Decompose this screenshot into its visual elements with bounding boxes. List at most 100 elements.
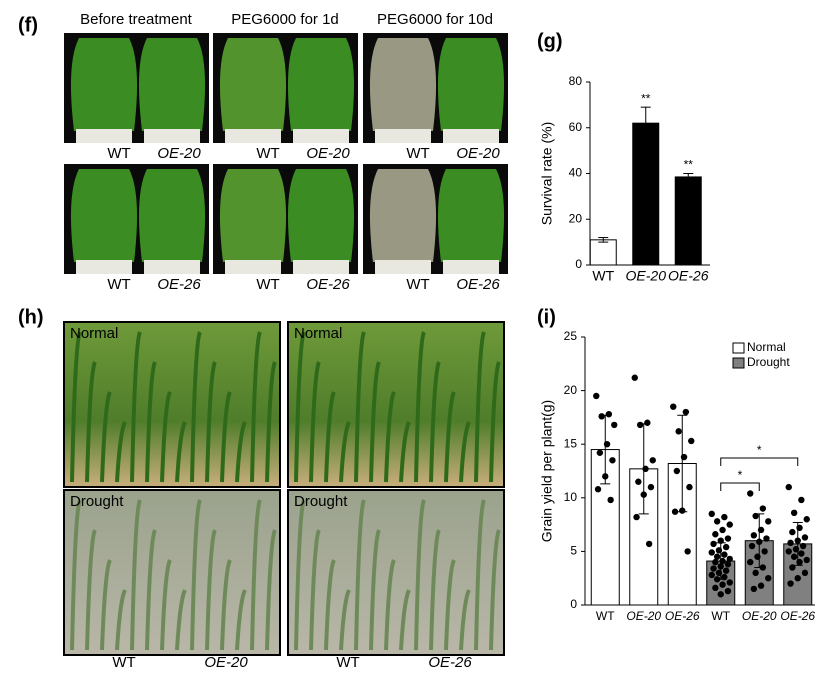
y-tick-label: 25 <box>564 329 578 343</box>
plant <box>294 499 306 651</box>
bar <box>674 176 702 266</box>
data-point <box>633 513 640 521</box>
legend-swatch <box>732 342 745 354</box>
plant <box>354 331 366 483</box>
data-point <box>759 564 767 571</box>
pot <box>144 129 200 143</box>
plant <box>429 361 441 483</box>
genotype-label: OE-20 <box>157 145 201 162</box>
plant <box>309 361 321 483</box>
plant <box>414 331 426 483</box>
genotype-label: OE-20 <box>204 654 248 671</box>
data-point <box>747 558 754 566</box>
genotype-label: OE-26 <box>428 654 472 671</box>
data-point <box>721 573 728 581</box>
data-point <box>785 483 792 491</box>
y-axis-label: Grain yield per plant(g) <box>539 400 555 542</box>
data-point <box>726 555 733 563</box>
genotype-label: WT <box>107 276 130 293</box>
plant <box>190 499 202 651</box>
data-point <box>721 551 728 558</box>
data-point <box>708 510 715 518</box>
data-point <box>794 537 801 544</box>
data-point <box>726 579 733 586</box>
data-point <box>719 526 726 534</box>
bar <box>632 122 660 266</box>
data-point <box>609 457 616 464</box>
data-point <box>644 419 651 426</box>
data-point <box>710 565 717 572</box>
x-tick-label: OE-26 <box>665 609 700 623</box>
seedlings <box>219 38 287 131</box>
seedlings <box>219 169 287 262</box>
data-point <box>642 465 649 473</box>
pot <box>443 260 499 274</box>
y-tick-label: 0 <box>570 597 577 611</box>
plant <box>474 499 486 651</box>
data-point <box>708 549 715 556</box>
plant <box>354 499 366 651</box>
data-point <box>754 553 761 560</box>
data-point <box>635 478 642 485</box>
data-point <box>717 563 724 570</box>
bar <box>589 239 617 266</box>
data-point <box>759 505 767 512</box>
data-point <box>715 547 723 554</box>
data-point <box>611 421 618 429</box>
data-point <box>684 548 691 555</box>
data-point <box>603 441 611 448</box>
seedlings <box>437 169 505 262</box>
condition-label: Drought <box>294 493 348 510</box>
panel-label: (f) <box>18 14 38 36</box>
plant <box>85 529 97 651</box>
column-header: Before treatment <box>80 11 193 28</box>
panel-label: (h) <box>18 306 44 328</box>
plant <box>369 529 381 651</box>
bracket <box>720 457 799 466</box>
y-axis-label: Survival rate (%) <box>539 122 555 225</box>
plant <box>175 589 187 651</box>
plant <box>250 499 262 651</box>
data-point <box>649 457 656 464</box>
data-point <box>724 561 732 568</box>
seedlings <box>287 38 355 131</box>
data-point <box>765 518 772 525</box>
genotype-label: OE-26 <box>157 276 201 293</box>
pot <box>375 260 431 274</box>
data-point <box>598 413 605 420</box>
data-point <box>724 535 732 542</box>
pot <box>76 260 132 274</box>
plant <box>459 589 471 651</box>
data-point <box>790 509 798 517</box>
data-point <box>803 516 810 523</box>
plant <box>265 529 277 651</box>
data-point <box>757 582 765 589</box>
pot <box>375 129 431 143</box>
data-point <box>752 569 759 577</box>
data-point <box>803 556 810 564</box>
data-point <box>750 585 758 593</box>
data-point <box>801 534 809 541</box>
significance: * <box>738 468 743 482</box>
data-point <box>670 403 677 410</box>
data-point <box>756 538 763 545</box>
data-point <box>605 410 613 418</box>
pot <box>225 260 281 274</box>
plant <box>489 529 501 651</box>
pot <box>225 129 281 143</box>
plant <box>205 361 217 483</box>
photo <box>287 321 505 488</box>
legend-label: Normal <box>747 340 786 354</box>
column-header: PEG6000 for 1d <box>231 11 339 28</box>
plant <box>205 529 217 651</box>
panel-label: (g) <box>537 30 563 52</box>
condition-label: Normal <box>294 325 342 342</box>
data-point <box>686 483 693 491</box>
data-point <box>798 550 805 557</box>
data-point <box>787 539 794 547</box>
legend-swatch <box>732 357 745 369</box>
plant <box>250 331 262 483</box>
plant <box>324 559 336 651</box>
plant <box>190 331 202 483</box>
data-point <box>717 537 724 544</box>
